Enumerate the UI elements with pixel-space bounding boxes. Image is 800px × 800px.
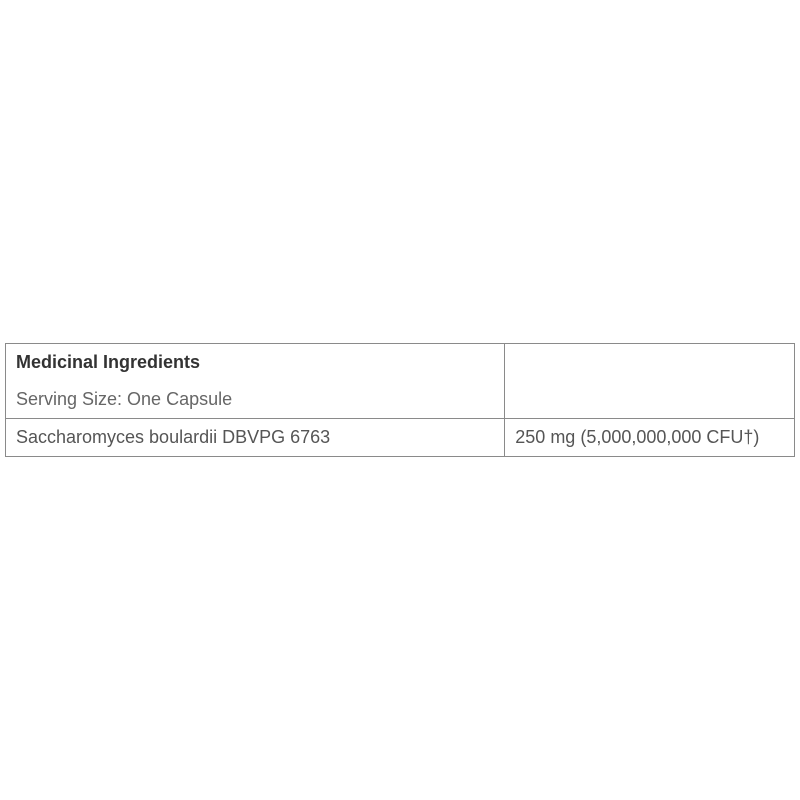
header-cell-left: Medicinal Ingredients Serving Size: One … [6,344,505,419]
ingredient-amount-cell: 250 mg (5,000,000,000 CFU†) [505,419,795,457]
ingredient-name-cell: Saccharomyces boulardii DBVPG 6763 [6,419,505,457]
serving-size: Serving Size: One Capsule [16,389,494,410]
ingredients-table: Medicinal Ingredients Serving Size: One … [5,343,795,457]
table-row: Saccharomyces boulardii DBVPG 6763 250 m… [6,419,795,457]
header-title: Medicinal Ingredients [16,352,494,373]
table-header-row: Medicinal Ingredients Serving Size: One … [6,344,795,419]
header-cell-right [505,344,795,419]
